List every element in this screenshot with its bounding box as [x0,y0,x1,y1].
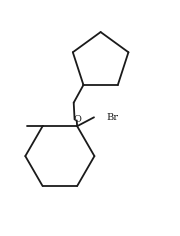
Text: O: O [73,115,81,124]
Text: Br: Br [106,113,118,122]
